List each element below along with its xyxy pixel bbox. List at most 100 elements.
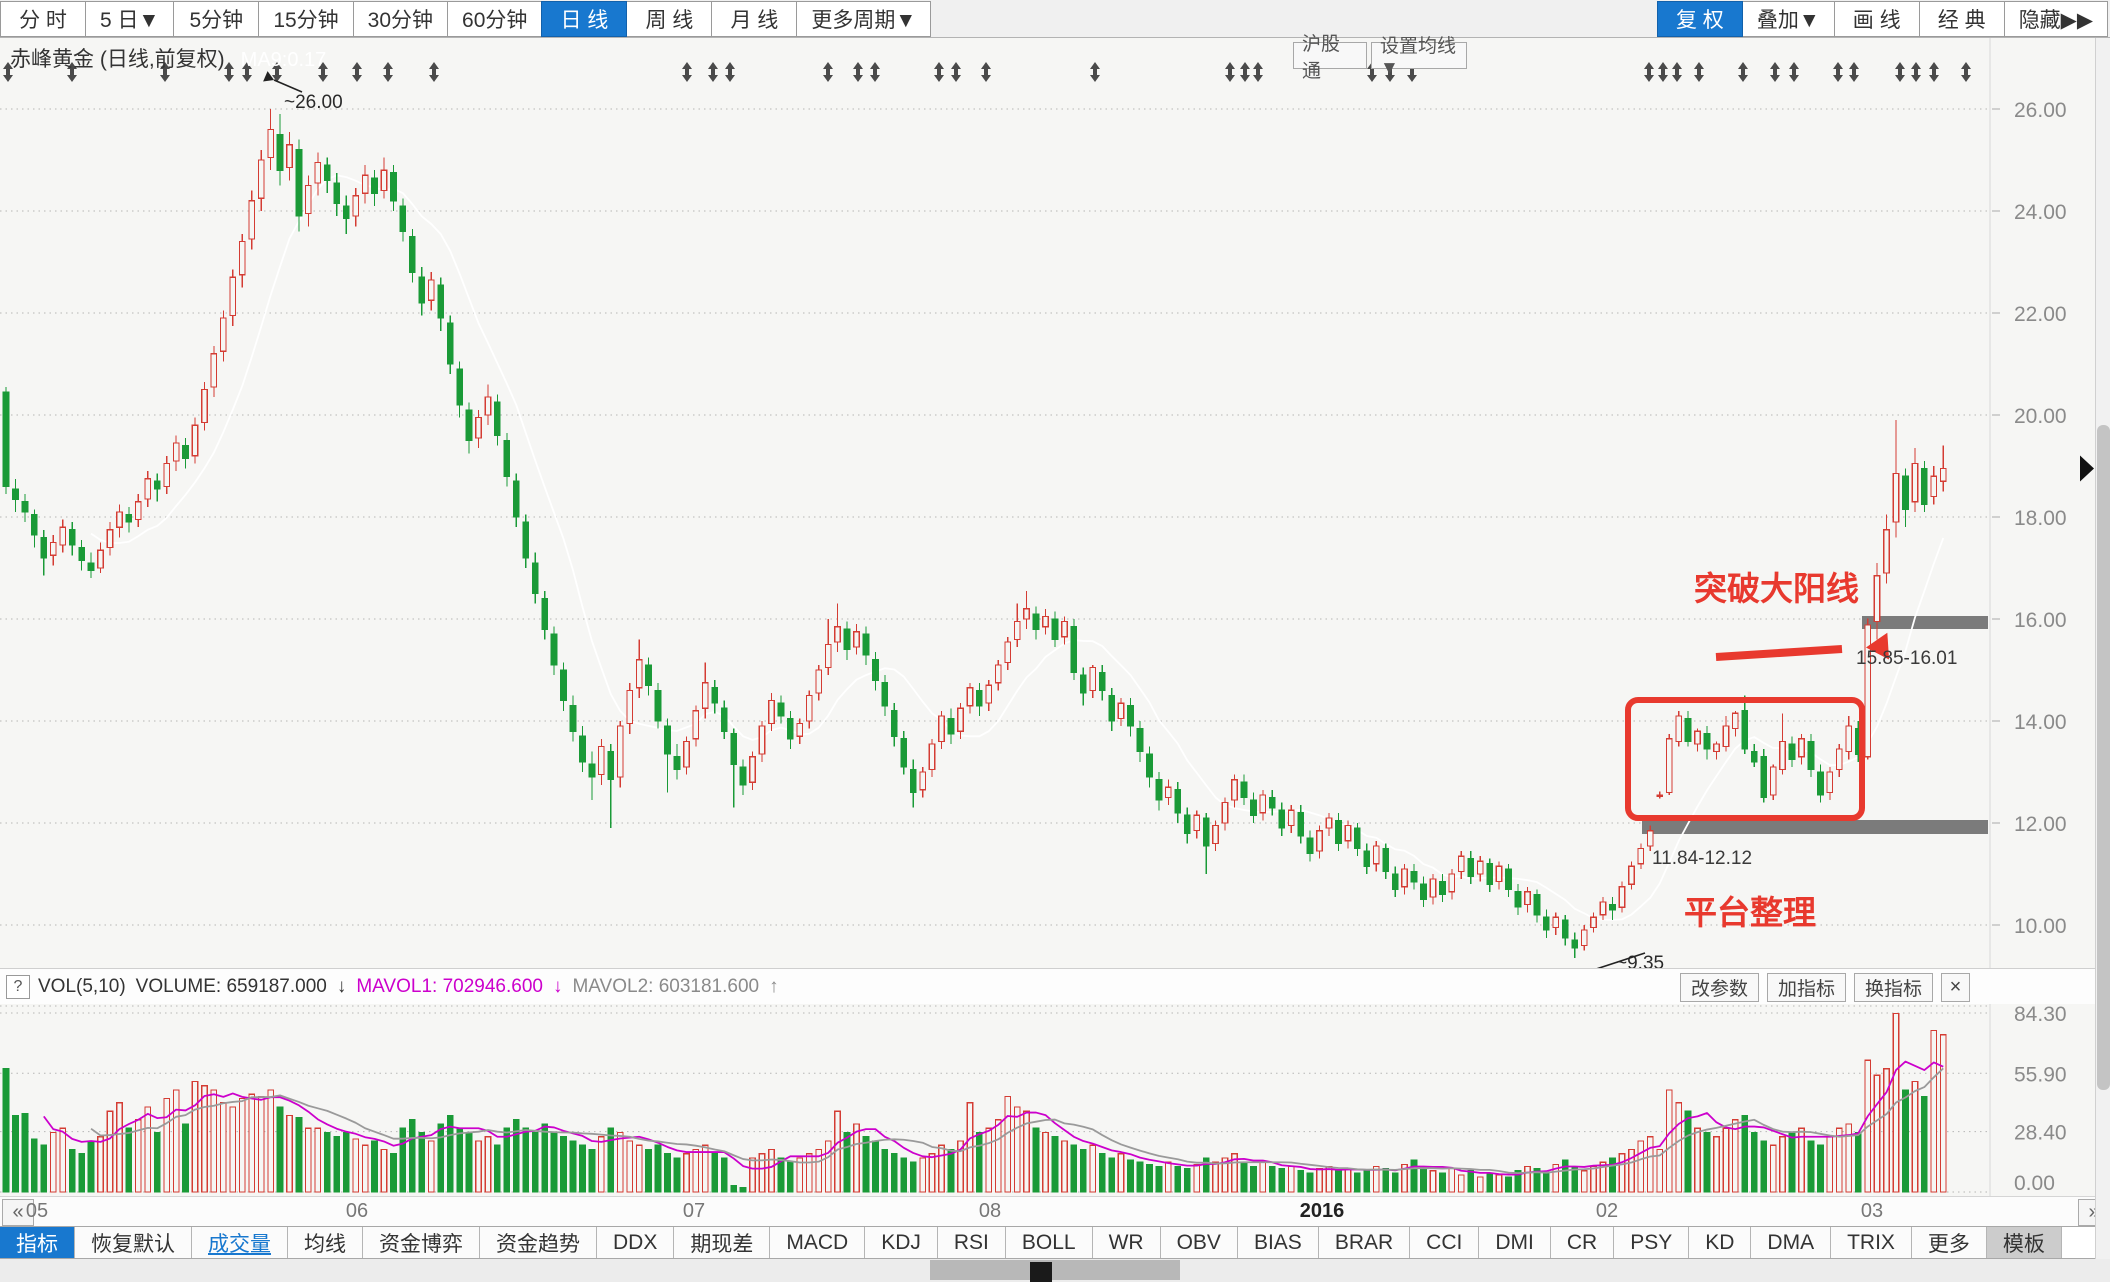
tool-button-1[interactable]: 叠加▼ [1741,0,1835,37]
indicator-tab-DMA[interactable]: DMA [1751,1227,1832,1258]
event-marker-icon [1240,62,1250,82]
vol-header-button-1[interactable]: 加指标 [1766,973,1846,1002]
right-scrollbar-thumb[interactable] [2097,425,2110,1090]
period-button-9[interactable]: 更多周期▼ [796,0,932,37]
last-price-pointer [2080,455,2094,482]
indicator-tab-资金趋势[interactable]: 资金趋势 [480,1227,597,1258]
event-marker-icon [951,62,961,82]
event-marker-icon [1849,62,1859,82]
period-button-1[interactable]: 5 日▼ [85,0,175,37]
period-button-5[interactable]: 60分钟 [447,0,543,37]
xaxis-label-06: 06 [345,1200,369,1222]
indicator-tab-OBV[interactable]: OBV [1160,1227,1238,1258]
volume-pane-buttons: 改参数 加指标 换指标 × [1672,973,1970,1002]
volume-axis-label: 84.30 [2014,1004,2067,1026]
xaxis-row: « » 05 06 07 08 2016 02 03 [0,1196,2110,1226]
period-button-0[interactable]: 分 时 [0,0,86,37]
mavol1-value: MAVOL1: 702946.600 [356,975,543,997]
set-ma-button[interactable]: 设置均线 ▼ [1371,36,1467,79]
indicator-toolbar: 指标 恢复默认 成交量 均线 资金博弈 资金趋势 DDX 期现差 MACD KDJ RSI BOLL W… [0,1226,2110,1259]
indicator-tab-BRAR[interactable]: BRAR [1318,1227,1411,1258]
breakout-arrow-head [1865,632,1890,660]
mavol2-arrow-icon: ↑ [769,975,779,997]
indicator-tab-KD[interactable]: KD [1689,1227,1752,1258]
indicator-tab-MACD[interactable]: MACD [770,1227,866,1258]
hugangtong-button[interactable]: 沪股通 [1293,34,1367,82]
vol-header-button-2[interactable]: 换指标 [1853,973,1933,1002]
indicator-tab-恢复默认[interactable]: 恢复默认 [75,1227,192,1258]
tool-button-0[interactable]: 复 权 [1656,0,1743,37]
volume-arrow-icon: ↓ [336,975,347,997]
price-axis-label: 10.00 [2014,915,2067,938]
indicator-tab-期现差[interactable]: 期现差 [674,1227,771,1258]
tool-button-4[interactable]: 隐藏▶▶ [2003,0,2108,37]
mavol1-arrow-icon: ↓ [552,975,563,997]
price-chart-canvas[interactable]: 26.00 24.00 22.00 20.00 18.00 16.00 14.00 12.00… [0,38,2110,968]
event-markers [3,62,1971,82]
indicator-tab-更多[interactable]: 更多 [1911,1227,1987,1258]
price-axis-label: 12.00 [2014,813,2067,836]
indicator-tab-TRIX[interactable]: TRIX [1831,1227,1912,1258]
close-volume-pane-icon[interactable]: × [1941,973,1970,1002]
price-axis-label: 16.00 [2014,609,2067,632]
event-marker-icon [1644,62,1654,82]
volume-axis-label: 28.40 [2014,1122,2067,1145]
indicator-tab-WR[interactable]: WR [1092,1227,1161,1258]
chart-title-row: 赤峰黄金 (日线,前复权) MA9:0.17 [10,43,326,73]
indicator-tab-PSY[interactable]: PSY [1614,1227,1690,1258]
price-axis-label: 20.00 [2014,405,2067,428]
event-marker-icon [1961,62,1971,82]
breakout-annotation-text: 突破大阳线 [1694,570,1859,607]
event-marker-icon [934,62,944,82]
bottom-scrollbar[interactable] [0,1259,2110,1282]
candlestick-series [2,109,1947,959]
period-button-8[interactable]: 月 线 [711,0,798,37]
indicator-tab-BIAS[interactable]: BIAS [1237,1227,1319,1258]
indicator-tab-指标[interactable]: 指标 [0,1227,75,1258]
indicator-tab-模板[interactable]: 模板 [1986,1227,2062,1258]
indicator-tab-RSI[interactable]: RSI [937,1227,1006,1258]
tool-button-2[interactable]: 画 线 [1833,0,1920,37]
indicator-tab-DDX[interactable]: DDX [597,1227,675,1258]
volume-value: VOLUME: 659187.000 [135,975,327,997]
period-button-2[interactable]: 5分钟 [173,0,260,37]
price-grid: 26.00 24.00 22.00 20.00 18.00 16.00 14.00 12.00… [0,38,2067,968]
period-button-3[interactable]: 15分钟 [258,0,354,37]
volume-axis-label: 55.90 [2014,1063,2067,1086]
help-icon[interactable]: ? [6,974,30,999]
ma-indicator-text: MA9:0.17 [240,49,327,71]
period-button-4[interactable]: 30分钟 [352,0,449,37]
indicator-tab-CCI[interactable]: CCI [1410,1227,1480,1258]
event-marker-icon [429,62,439,82]
xaxis-label-05: 05 [25,1200,49,1222]
period-button-6[interactable]: 日 线 [541,0,628,37]
event-marker-icon [1770,62,1780,82]
indicator-tab-BOLL[interactable]: BOLL [1005,1227,1093,1258]
peak-price-label-arrow [273,79,303,93]
mavol2-value: MAVOL2: 603181.600 [572,975,760,997]
volume-chart-canvas[interactable]: 84.30 55.90 28.40 0.00 [0,1004,2110,1196]
indicator-tab-CR[interactable]: CR [1550,1227,1615,1258]
period-button-7[interactable]: 周 线 [626,0,713,37]
indicator-tab-均线[interactable]: 均线 [288,1227,363,1258]
event-marker-icon [3,62,13,82]
resistance-level-label: 15.85-16.01 [1856,648,1957,669]
xaxis-label-07: 07 [682,1200,706,1222]
indicator-tab-资金博弈[interactable]: 资金博弈 [363,1227,480,1258]
event-marker-icon [242,62,252,82]
event-marker-icon [1929,62,1939,82]
indicator-tab-DMI[interactable]: DMI [1479,1227,1551,1258]
event-marker-icon [981,62,991,82]
bottom-drag-handle[interactable] [1030,1262,1052,1282]
indicator-tab-成交量[interactable]: 成交量 [192,1227,288,1258]
indicator-tab-KDJ[interactable]: KDJ [865,1227,938,1258]
event-marker-icon [160,62,170,82]
tool-button-3[interactable]: 经 典 [1918,0,2005,37]
vol-header-button-0[interactable]: 改参数 [1679,973,1759,1002]
scroll-left-button[interactable]: « [2,1199,34,1226]
bottom-scrollbar-thumb[interactable] [930,1260,1180,1280]
